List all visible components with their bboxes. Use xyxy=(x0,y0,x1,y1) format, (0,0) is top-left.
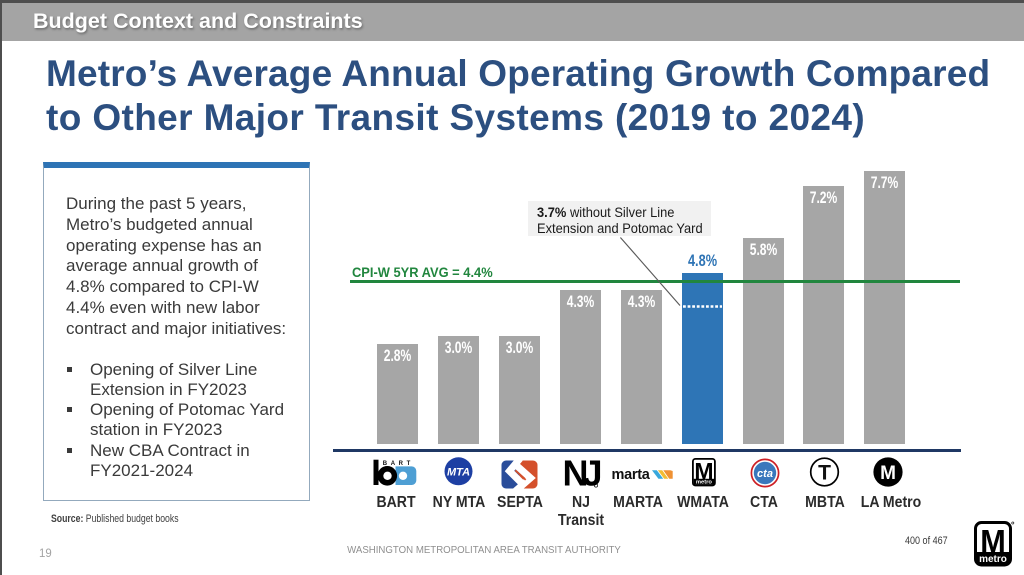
svg-text:M: M xyxy=(880,463,896,484)
svg-text:cta: cta xyxy=(757,468,773,480)
svg-text:metro: metro xyxy=(696,480,713,486)
svg-text:M: M xyxy=(694,458,713,484)
svg-text:NJ: NJ xyxy=(563,453,601,494)
svg-text:MTA: MTA xyxy=(447,466,470,478)
svg-text:T: T xyxy=(818,461,831,484)
svg-text:marta: marta xyxy=(612,467,651,483)
svg-text:metro: metro xyxy=(979,554,1007,565)
svg-text:BART: BART xyxy=(383,461,414,467)
